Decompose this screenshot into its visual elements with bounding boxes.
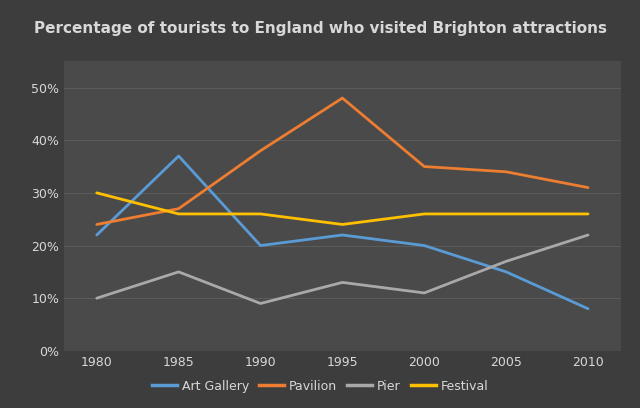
Legend: Art Gallery, Pavilion, Pier, Festival: Art Gallery, Pavilion, Pier, Festival bbox=[147, 375, 493, 398]
Pier bbox=[93, 296, 100, 301]
Art Gallery bbox=[339, 233, 346, 237]
Line: Pier: Pier bbox=[97, 235, 588, 304]
Pier bbox=[502, 259, 510, 264]
Art Gallery bbox=[93, 233, 100, 237]
Art Gallery bbox=[257, 243, 264, 248]
Art Gallery bbox=[584, 306, 592, 311]
Line: Art Gallery: Art Gallery bbox=[97, 156, 588, 309]
Line: Festival: Festival bbox=[97, 193, 588, 224]
Line: Pavilion: Pavilion bbox=[97, 98, 588, 224]
Pavilion bbox=[502, 169, 510, 174]
Festival bbox=[502, 211, 510, 216]
Pavilion bbox=[339, 95, 346, 100]
Pavilion bbox=[93, 222, 100, 227]
Pavilion bbox=[420, 164, 428, 169]
Festival bbox=[584, 211, 592, 216]
Pier bbox=[339, 280, 346, 285]
Art Gallery bbox=[420, 243, 428, 248]
Festival bbox=[257, 211, 264, 216]
Pier bbox=[257, 301, 264, 306]
Pier bbox=[584, 233, 592, 237]
Pavilion bbox=[584, 185, 592, 190]
Text: Percentage of tourists to England who visited Brighton attractions: Percentage of tourists to England who vi… bbox=[33, 21, 607, 36]
Festival bbox=[339, 222, 346, 227]
Festival bbox=[175, 211, 182, 216]
Art Gallery bbox=[502, 269, 510, 274]
Pavilion bbox=[175, 206, 182, 211]
Art Gallery bbox=[175, 153, 182, 158]
Pier bbox=[420, 290, 428, 295]
Pier bbox=[175, 269, 182, 274]
Festival bbox=[420, 211, 428, 216]
Festival bbox=[93, 191, 100, 195]
Pavilion bbox=[257, 148, 264, 153]
